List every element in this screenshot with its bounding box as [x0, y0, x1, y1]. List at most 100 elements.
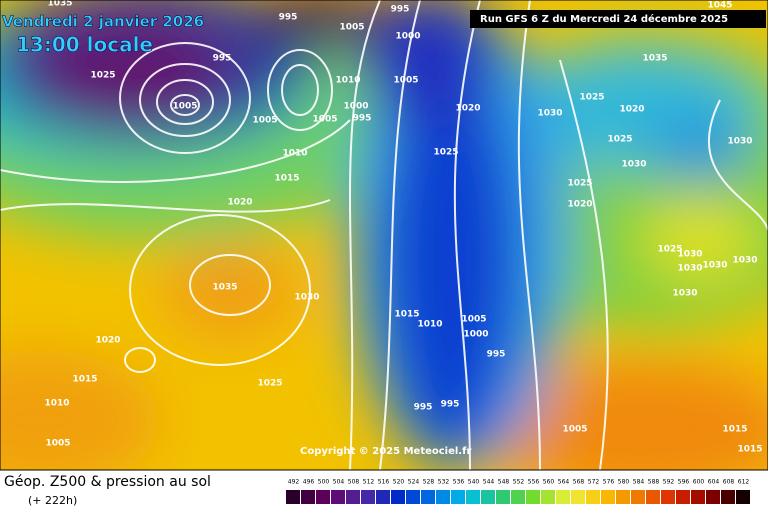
isobar-label: 1020 [455, 104, 480, 114]
legend-swatch [556, 490, 570, 504]
isobar-label: 1010 [282, 149, 307, 159]
legend-swatch [571, 490, 585, 504]
legend-tick-label: 604 [708, 479, 720, 486]
legend-tick-label: 576 [603, 479, 615, 486]
isobar-label: 1000 [463, 330, 488, 340]
isobar-label: 1005 [172, 102, 197, 112]
map-field: 1035 995 995 1005 1000 1025 995 1005 1005 1005 101… [0, 0, 768, 470]
legend-swatch [301, 490, 315, 504]
legend-swatch [541, 490, 555, 504]
isobar-label: 1005 [252, 116, 277, 126]
legend-tick-label: 600 [693, 479, 705, 486]
legend-tick-label: 528 [423, 479, 435, 486]
legend-tick-label: 580 [618, 479, 630, 486]
isobar-label: 1000 [343, 102, 368, 112]
legend-swatch [376, 490, 390, 504]
isobar-label: 1025 [579, 93, 604, 103]
isobar-labels: 1035 995 995 1005 1000 1025 995 1005 1005 1005 101… [44, 0, 762, 455]
isobar-label: 1035 [47, 0, 72, 9]
isobar-label: 995 [353, 114, 372, 124]
isobar-label: 1005 [562, 425, 587, 435]
legend-swatch [586, 490, 600, 504]
legend-tick-label: 552 [513, 479, 525, 486]
legend-tick-label: 572 [588, 479, 600, 486]
legend-tick-label: 536 [453, 479, 465, 486]
legend-swatch [526, 490, 540, 504]
legend-swatch [736, 490, 750, 504]
legend-swatch [346, 490, 360, 504]
isobar-label: 1010 [417, 320, 442, 330]
legend-tick-label: 548 [498, 479, 510, 486]
legend-tick-label: 544 [483, 479, 495, 486]
legend-swatch [481, 490, 495, 504]
isobar-label: 1025 [257, 379, 282, 389]
legend-tick-label: 608 [723, 479, 735, 486]
legend-tick-label: 500 [318, 479, 330, 486]
legend-swatch [511, 490, 525, 504]
legend-tick-label: 592 [663, 479, 675, 486]
isobar-label: 1020 [619, 105, 644, 115]
legend-swatch [331, 490, 345, 504]
legend-swatch [706, 490, 720, 504]
isobar-label: 1005 [45, 439, 70, 449]
legend-tick-label: 520 [393, 479, 405, 486]
isobar-label: 1005 [312, 115, 337, 125]
legend-tick-label: 584 [633, 479, 645, 486]
legend-swatch [616, 490, 630, 504]
legend-swatch [691, 490, 705, 504]
isobar-label: 1030 [727, 137, 752, 147]
legend-swatch [286, 490, 300, 504]
legend-tick-label: 508 [348, 479, 360, 486]
legend-swatch [361, 490, 375, 504]
isobar-label: 1005 [339, 23, 364, 33]
isobar-label: 1025 [607, 135, 632, 145]
legend-swatch [676, 490, 690, 504]
legend-tick-label: 560 [543, 479, 555, 486]
legend-swatch [436, 490, 450, 504]
isobar-label: 1015 [274, 174, 299, 184]
legend-tick-label: 556 [528, 479, 540, 486]
isobar-label: 1010 [335, 76, 360, 86]
legend-tick-label: 496 [303, 479, 315, 486]
legend-swatch [631, 490, 645, 504]
legend-swatch [451, 490, 465, 504]
isobar-label: 1030 [672, 289, 697, 299]
isobar-label: 1035 [642, 54, 667, 64]
legend-tick-label: 504 [333, 479, 345, 486]
legend-swatch [421, 490, 435, 504]
isobar-label: 1030 [702, 261, 727, 271]
legend-swatch [316, 490, 330, 504]
isobar-label: 1010 [44, 399, 69, 409]
legend-tick-label: 568 [573, 479, 585, 486]
isobar-label: 1035 [212, 283, 237, 293]
copyright: Copyright © 2025 Meteociel.fr [300, 446, 471, 457]
isobar-label: 1005 [393, 76, 418, 86]
isobar-label: 1015 [737, 445, 762, 455]
isobar-label: 1015 [722, 425, 747, 435]
isobar-label: 1020 [227, 198, 252, 208]
legend-tick-label: 532 [438, 479, 450, 486]
legend-swatch [406, 490, 420, 504]
legend-swatch [646, 490, 660, 504]
isobar-label: 995 [414, 403, 433, 413]
legend-tick-label: 612 [738, 479, 750, 486]
isobar-label: 995 [391, 5, 410, 15]
legend-swatch [601, 490, 615, 504]
forecast-time: 13:00 locale [16, 33, 153, 57]
isobar-label: 1015 [394, 310, 419, 320]
isobar-label: 1020 [567, 200, 592, 210]
isobar-label: 1025 [567, 179, 592, 189]
legend-swatch [391, 490, 405, 504]
legend-tick-label: 524 [408, 479, 420, 486]
isobar-label: 1005 [461, 315, 486, 325]
isobar-label: 1030 [537, 109, 562, 119]
isobar-label: 995 [213, 54, 232, 64]
isobar-label: 1030 [621, 160, 646, 170]
color-legend: 492 496 500 504 508 512 516 520 524 528 532 536 540 5… [286, 479, 750, 504]
isobar-label: 1025 [433, 148, 458, 158]
isobar-label: 1020 [95, 336, 120, 346]
legend-tick-label: 516 [378, 479, 390, 486]
legend-tick-label: 492 [288, 479, 300, 486]
footer-title: Géop. Z500 & pression au sol [4, 474, 211, 490]
